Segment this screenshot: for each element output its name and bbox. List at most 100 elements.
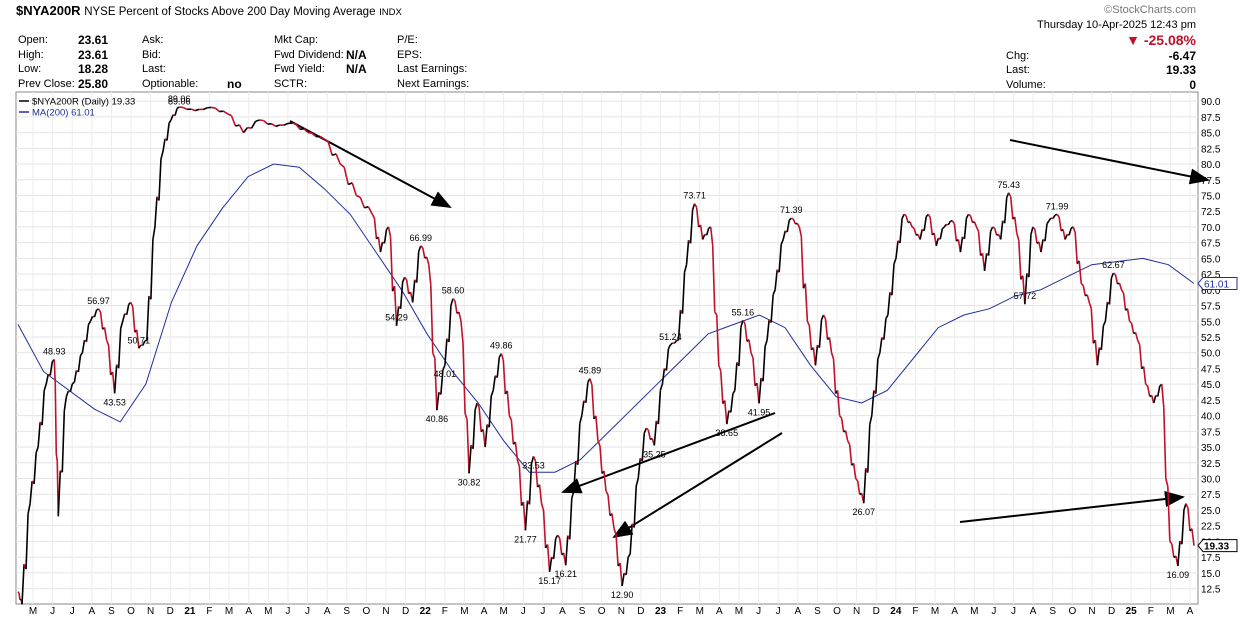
price-segment <box>1048 217 1052 222</box>
price-segment <box>548 556 553 572</box>
price-segment <box>478 407 482 432</box>
price-segment <box>972 221 975 224</box>
price-segment <box>211 106 216 109</box>
price-segment <box>941 226 945 230</box>
arrow-to-2022-low-1 <box>561 412 776 494</box>
price-segment <box>929 217 934 235</box>
price-segment <box>879 337 883 353</box>
price-segment <box>63 396 68 412</box>
price-segment <box>130 302 134 308</box>
price-segment <box>259 119 264 122</box>
y-tick-label: 57.5 <box>1201 302 1221 313</box>
price-segment <box>1138 344 1143 369</box>
price-segment <box>848 444 853 466</box>
price-segment <box>476 402 480 408</box>
x-tick-label: F <box>1148 606 1154 617</box>
price-segment <box>162 138 166 152</box>
price-segment <box>633 486 638 528</box>
price-segment <box>939 228 944 240</box>
price-segment <box>1112 272 1116 276</box>
x-tick-label: J <box>1011 606 1016 617</box>
price-segment <box>190 108 196 112</box>
price-segment <box>818 319 823 348</box>
price-segment <box>987 231 992 256</box>
price-segment <box>933 233 938 246</box>
price-segment <box>591 384 595 420</box>
price-segment <box>1130 323 1135 334</box>
price-segment <box>895 240 899 259</box>
price-segment <box>389 236 394 292</box>
price-segment <box>993 227 998 236</box>
price-segment <box>61 410 66 473</box>
optionable-value: no <box>227 76 242 91</box>
price-segment <box>1054 213 1058 216</box>
price-segment <box>959 236 964 253</box>
price-segment <box>570 490 575 499</box>
price-segment <box>538 484 543 504</box>
x-tick-label: D <box>402 606 409 617</box>
x-tick-label: N <box>382 606 389 617</box>
y-tick-label: 40.0 <box>1201 412 1221 423</box>
price-segment <box>434 358 438 411</box>
price-segment <box>17 591 20 594</box>
price-segment <box>719 371 724 404</box>
data-label: 66.99 <box>409 233 432 243</box>
price-segment <box>1009 196 1014 220</box>
x-tick-label: S <box>343 606 350 617</box>
price-segment <box>452 298 456 302</box>
price-segment <box>1080 282 1084 287</box>
price-segment <box>1008 192 1012 198</box>
chg-label: Chg: <box>1006 49 1030 62</box>
price-segment <box>242 127 249 134</box>
stockcharts-logo[interactable]: ©StockCharts.com <box>1104 4 1196 16</box>
data-label: 71.99 <box>1046 201 1069 211</box>
price-segment <box>1185 503 1189 509</box>
price-segment <box>572 460 577 492</box>
x-tick-label: O <box>127 606 135 617</box>
x-tick-label: M <box>499 606 507 617</box>
last-earnings-label: Last Earnings: <box>397 63 468 75</box>
price-segment <box>97 308 102 313</box>
price-segment <box>303 128 309 134</box>
price-segment <box>73 370 78 383</box>
price-segment <box>71 381 75 385</box>
pe-label: P/E: <box>397 34 418 46</box>
price-segment <box>615 534 619 567</box>
x-tick-label: 25 <box>1126 606 1138 617</box>
price-segment <box>963 218 968 239</box>
x-tick-label: J <box>285 606 290 617</box>
price-segment <box>786 220 791 233</box>
price-segment <box>595 415 599 441</box>
price-segment <box>468 445 472 474</box>
price-segment <box>1062 229 1066 240</box>
mktcap-label: Mkt Cap: <box>274 34 319 46</box>
price-segment <box>1074 232 1079 264</box>
price-segment <box>782 230 786 240</box>
price-segment <box>899 218 903 244</box>
sctr-label: SCTR: <box>274 77 307 90</box>
downtrend-arrow-2024 <box>1009 139 1210 185</box>
price-segment <box>238 124 245 133</box>
price-segment <box>460 321 464 344</box>
price-segment <box>711 245 716 312</box>
price-segment <box>1090 308 1095 344</box>
price-segment <box>1034 229 1038 244</box>
price-segment <box>43 383 47 391</box>
price-segment <box>893 258 897 265</box>
data-label: 89.06 <box>168 94 191 104</box>
price-segment <box>1003 197 1008 224</box>
price-segment <box>18 592 21 601</box>
x-tick-label: J <box>305 606 310 617</box>
x-tick-label: F <box>442 606 448 617</box>
x-tick-label: M <box>931 606 939 617</box>
plot-frame <box>15 91 1199 605</box>
price-segment <box>89 316 94 322</box>
price-segment <box>1126 308 1131 322</box>
x-tick-label: A <box>481 606 488 617</box>
price-segment <box>154 196 158 227</box>
price-segment <box>158 158 162 201</box>
price-segment <box>168 119 172 124</box>
current-value-label: 19.33 <box>1204 542 1229 553</box>
x-tick-label: N <box>147 606 154 617</box>
